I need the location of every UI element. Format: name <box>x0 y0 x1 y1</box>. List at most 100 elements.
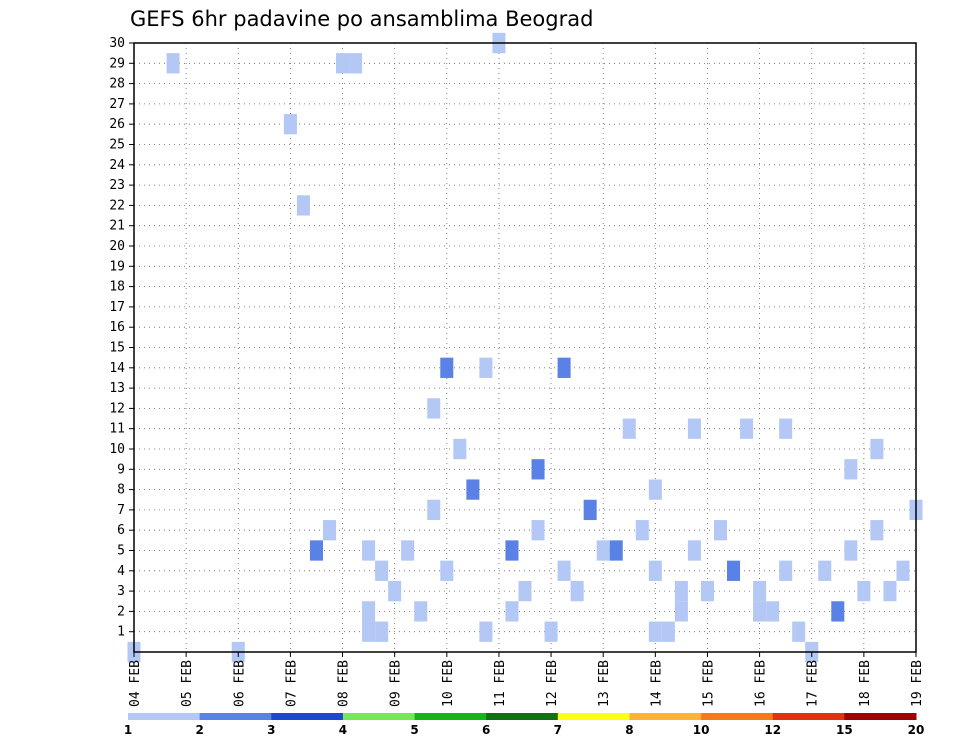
precip-cell <box>687 418 701 439</box>
y-axis-ticks: 1234567891011121314151617181920212223242… <box>109 36 134 640</box>
precip-cell <box>883 580 897 602</box>
y-tick-label: 11 <box>109 422 125 437</box>
precip-cell <box>896 560 910 581</box>
colorbar-label: 7 <box>554 723 562 737</box>
precip-cell <box>362 621 376 642</box>
colorbar: 1 2 3 4 5 6 7 8 10 12 15 20 <box>124 713 925 737</box>
y-tick-label: 13 <box>109 381 125 396</box>
colorbar-segment <box>844 713 917 720</box>
precip-cell <box>283 114 297 135</box>
colorbar-segment <box>629 713 702 720</box>
x-tick-label: 14 FEB <box>649 660 664 707</box>
y-tick-label: 1 <box>117 625 125 640</box>
colorbar-label: 12 <box>764 723 781 737</box>
precip-cell <box>440 560 454 581</box>
precip-cell <box>857 580 871 602</box>
precip-cell <box>557 357 571 378</box>
colorbar-segment <box>486 713 559 720</box>
y-tick-label: 8 <box>117 483 125 498</box>
precip-cell <box>388 580 402 602</box>
y-tick-label: 30 <box>109 36 125 51</box>
y-tick-label: 10 <box>109 442 125 457</box>
precip-cell <box>544 621 558 642</box>
precip-cell <box>779 418 793 439</box>
precip-cell <box>505 540 519 561</box>
precip-cell <box>818 560 832 581</box>
precip-cell <box>440 357 454 378</box>
y-tick-label: 17 <box>109 300 125 315</box>
precip-cell <box>401 540 415 561</box>
grid-lines <box>134 43 916 652</box>
x-tick-label: 19 FEB <box>910 660 925 707</box>
colorbar-segment <box>557 713 630 720</box>
colorbar-segment <box>199 713 272 720</box>
y-tick-label: 6 <box>117 523 125 538</box>
y-tick-label: 14 <box>109 361 125 376</box>
precip-cell <box>322 520 337 541</box>
colorbar-label: 8 <box>625 723 633 737</box>
x-tick-label: 07 FEB <box>284 660 299 707</box>
precip-cell <box>505 601 519 622</box>
precip-cell <box>336 53 350 74</box>
precip-cell <box>531 520 545 541</box>
chart-title: GEFS 6hr padavine po ansamblima Beograd <box>130 7 593 31</box>
precip-cell <box>753 580 767 602</box>
colorbar-label: 15 <box>836 723 853 737</box>
y-tick-label: 9 <box>117 462 125 477</box>
precip-cell <box>700 580 714 602</box>
x-tick-label: 04 FEB <box>128 660 143 707</box>
precip-cell <box>479 621 493 642</box>
precip-cell <box>583 499 597 521</box>
y-tick-label: 16 <box>109 320 125 335</box>
y-tick-label: 5 <box>117 544 125 559</box>
precip-cell <box>674 601 688 622</box>
y-tick-label: 2 <box>117 604 125 619</box>
precip-cell <box>844 459 858 480</box>
precip-cell <box>870 520 884 541</box>
colorbar-segment <box>128 713 201 720</box>
x-tick-label: 18 FEB <box>858 660 873 707</box>
precip-cell <box>753 601 767 622</box>
x-tick-label: 08 FEB <box>337 660 352 707</box>
precip-cell <box>375 621 389 642</box>
precip-cell <box>362 540 376 561</box>
y-tick-label: 19 <box>109 259 125 274</box>
colorbar-label: 2 <box>195 723 203 737</box>
precip-cell <box>831 601 845 622</box>
colorbar-label: 20 <box>908 723 925 737</box>
colorbar-label: 5 <box>410 723 418 737</box>
y-tick-label: 23 <box>109 178 125 193</box>
precip-cell <box>453 438 467 460</box>
x-tick-label: 10 FEB <box>441 660 456 707</box>
precip-cell <box>766 601 780 622</box>
precip-cell <box>427 398 441 419</box>
y-tick-label: 29 <box>109 56 125 71</box>
precip-cell <box>309 540 323 561</box>
x-tick-label: 16 FEB <box>754 660 769 707</box>
precip-cell <box>596 540 610 561</box>
y-tick-label: 24 <box>109 158 125 173</box>
y-tick-label: 18 <box>109 280 125 295</box>
y-tick-label: 26 <box>109 117 125 132</box>
y-tick-label: 15 <box>109 341 125 356</box>
y-tick-label: 28 <box>109 77 125 92</box>
precip-cell <box>531 459 545 480</box>
precip-cell <box>740 418 754 439</box>
precip-cell <box>414 601 428 622</box>
precip-cell <box>427 499 441 521</box>
x-tick-label: 05 FEB <box>180 660 195 707</box>
precip-cell <box>648 621 662 642</box>
precip-cell <box>557 560 571 581</box>
precip-cell <box>466 479 480 500</box>
colorbar-label: 10 <box>693 723 710 737</box>
x-tick-label: 09 FEB <box>389 660 404 707</box>
y-tick-label: 4 <box>117 564 125 579</box>
precip-cell <box>844 540 858 561</box>
precip-cell <box>870 438 884 460</box>
precip-cell <box>792 621 806 642</box>
precip-cell <box>296 195 310 216</box>
x-tick-label: 17 FEB <box>806 660 821 707</box>
precip-cell <box>375 560 389 581</box>
precip-cell <box>779 560 793 581</box>
